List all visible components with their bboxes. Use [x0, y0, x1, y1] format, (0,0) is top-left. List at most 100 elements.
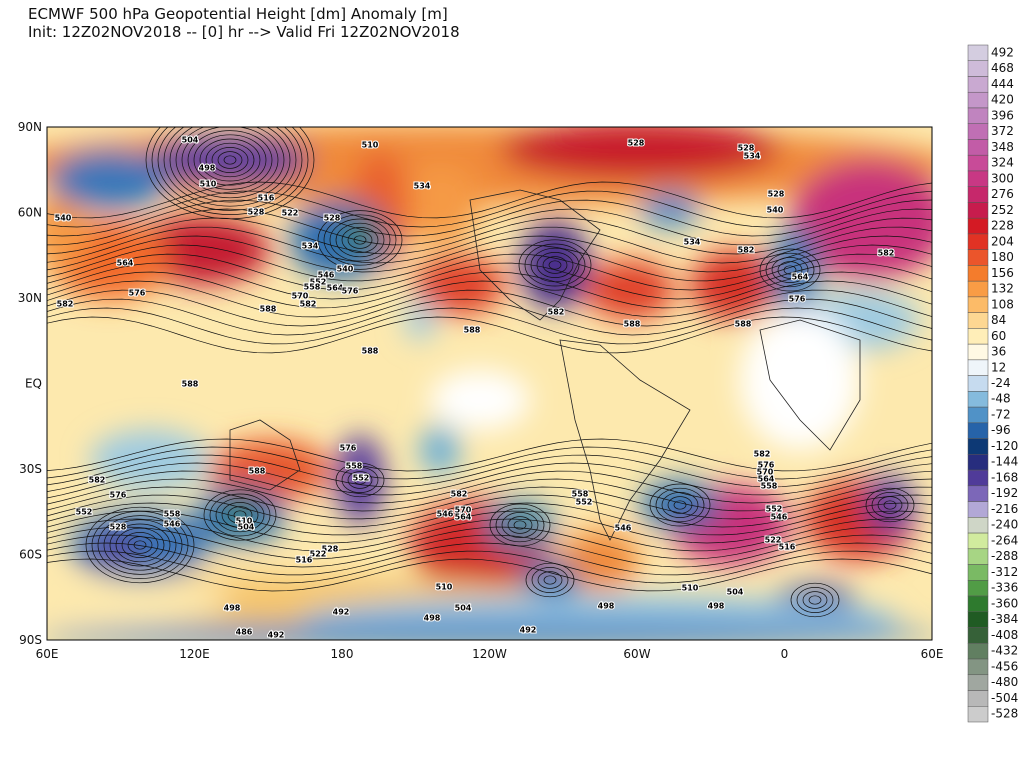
contour-label: 534	[302, 242, 319, 251]
colorbar-label: -24	[991, 376, 1011, 390]
colorbar-box	[967, 123, 989, 140]
height-contour	[783, 265, 797, 275]
colorbar-box	[967, 139, 989, 156]
colorbar-label: 204	[991, 234, 1014, 248]
colorbar-label: 156	[991, 266, 1014, 280]
contour-label: 588	[362, 347, 379, 356]
contour-label: 540	[337, 265, 354, 274]
contour-label: 498	[224, 604, 241, 613]
colorbar-box	[967, 422, 989, 439]
height-contour	[335, 222, 385, 258]
height-contour	[121, 532, 159, 558]
colorbar-box	[967, 627, 989, 644]
colorbar-box	[967, 343, 989, 361]
height-contour	[47, 235, 932, 273]
contour-label: 552	[310, 278, 327, 287]
contour-label: 492	[268, 631, 285, 640]
colorbar-box	[967, 375, 989, 392]
contour-label: 582	[548, 308, 565, 317]
contour-label: 492	[520, 626, 537, 635]
anomaly-blob	[740, 310, 860, 450]
colorbar-box	[967, 391, 989, 408]
height-contour	[47, 470, 932, 504]
colorbar-box	[967, 611, 989, 628]
colorbar-box	[967, 249, 989, 266]
height-contour	[47, 217, 932, 255]
contour-label: 558	[346, 462, 363, 471]
colorbar-box	[967, 469, 989, 487]
contour-label: 540	[55, 214, 72, 223]
height-contour	[47, 526, 932, 560]
height-contour	[47, 438, 932, 472]
colorbar-box	[967, 690, 989, 707]
contour-label: 582	[738, 246, 755, 255]
contour-label: 522	[282, 209, 299, 218]
height-contour	[531, 567, 569, 593]
colorbar-label: 180	[991, 250, 1014, 264]
anomaly-blob	[500, 127, 780, 180]
height-contour	[353, 475, 367, 485]
height-contour	[548, 260, 562, 270]
colorbar-box	[967, 548, 989, 565]
lon-label: 120W	[472, 647, 507, 661]
colorbar-label: -72	[991, 407, 1011, 421]
anomaly-blob	[420, 425, 460, 475]
contour-label: 528	[768, 190, 785, 199]
contour-label: 504	[455, 604, 472, 613]
colorbar-label: -216	[991, 502, 1018, 516]
colorbar-box	[967, 217, 989, 235]
colorbar-label: 492	[991, 45, 1014, 59]
contour-label: 582	[300, 300, 317, 309]
contour-label: 498	[424, 614, 441, 623]
map-frame	[46, 126, 933, 641]
height-contour	[323, 214, 397, 266]
colorbar-label: 60	[991, 329, 1006, 343]
anomaly-blob	[430, 370, 530, 430]
height-contour	[771, 257, 809, 283]
height-contour	[537, 571, 563, 589]
colorbar-label: -480	[991, 675, 1018, 689]
colorbar-box	[967, 595, 989, 613]
height-contour	[759, 248, 821, 292]
contour-label: 540	[767, 206, 784, 215]
anomaly-blob	[560, 530, 640, 590]
height-contour	[115, 527, 165, 563]
contour-label: 504	[182, 136, 199, 145]
contour-label: 510	[236, 517, 253, 526]
colorbar-box	[967, 501, 989, 518]
height-contour	[543, 575, 557, 585]
anomaly-blob	[585, 260, 675, 320]
colorbar-label: -144	[991, 455, 1018, 469]
height-contour	[513, 520, 527, 530]
contour-label: 564	[792, 273, 809, 282]
height-contour	[199, 138, 261, 182]
colorbar-label: 372	[991, 124, 1014, 138]
colorbar-box	[967, 91, 989, 109]
colorbar-label: 36	[991, 345, 1006, 359]
contour-label: 498	[199, 164, 216, 173]
colorbar-box	[967, 643, 989, 660]
colorbar-label: 444	[991, 77, 1014, 91]
colorbar-label: 420	[991, 93, 1014, 107]
height-contour	[47, 262, 932, 300]
lon-label: 60W	[623, 647, 650, 661]
height-contour	[47, 454, 932, 488]
contour-label: 588	[624, 320, 641, 329]
contour-label: 558	[761, 482, 778, 491]
lat-label: 60N	[18, 206, 42, 220]
height-contour	[507, 516, 533, 534]
colorbar-label: 396	[991, 108, 1014, 122]
colorbar-box	[967, 170, 989, 187]
contour-label: 492	[333, 608, 350, 617]
contour-label: 528	[248, 208, 265, 217]
height-contour	[175, 127, 285, 199]
height-contour	[47, 289, 932, 327]
height-contour	[217, 151, 243, 169]
contour-label: 576	[110, 491, 127, 500]
colorbar-label: 252	[991, 203, 1014, 217]
contour-label: 588	[464, 326, 481, 335]
colorbar-box	[967, 296, 989, 313]
lon-label: 120E	[179, 647, 210, 661]
contour-label: 564	[117, 259, 134, 268]
